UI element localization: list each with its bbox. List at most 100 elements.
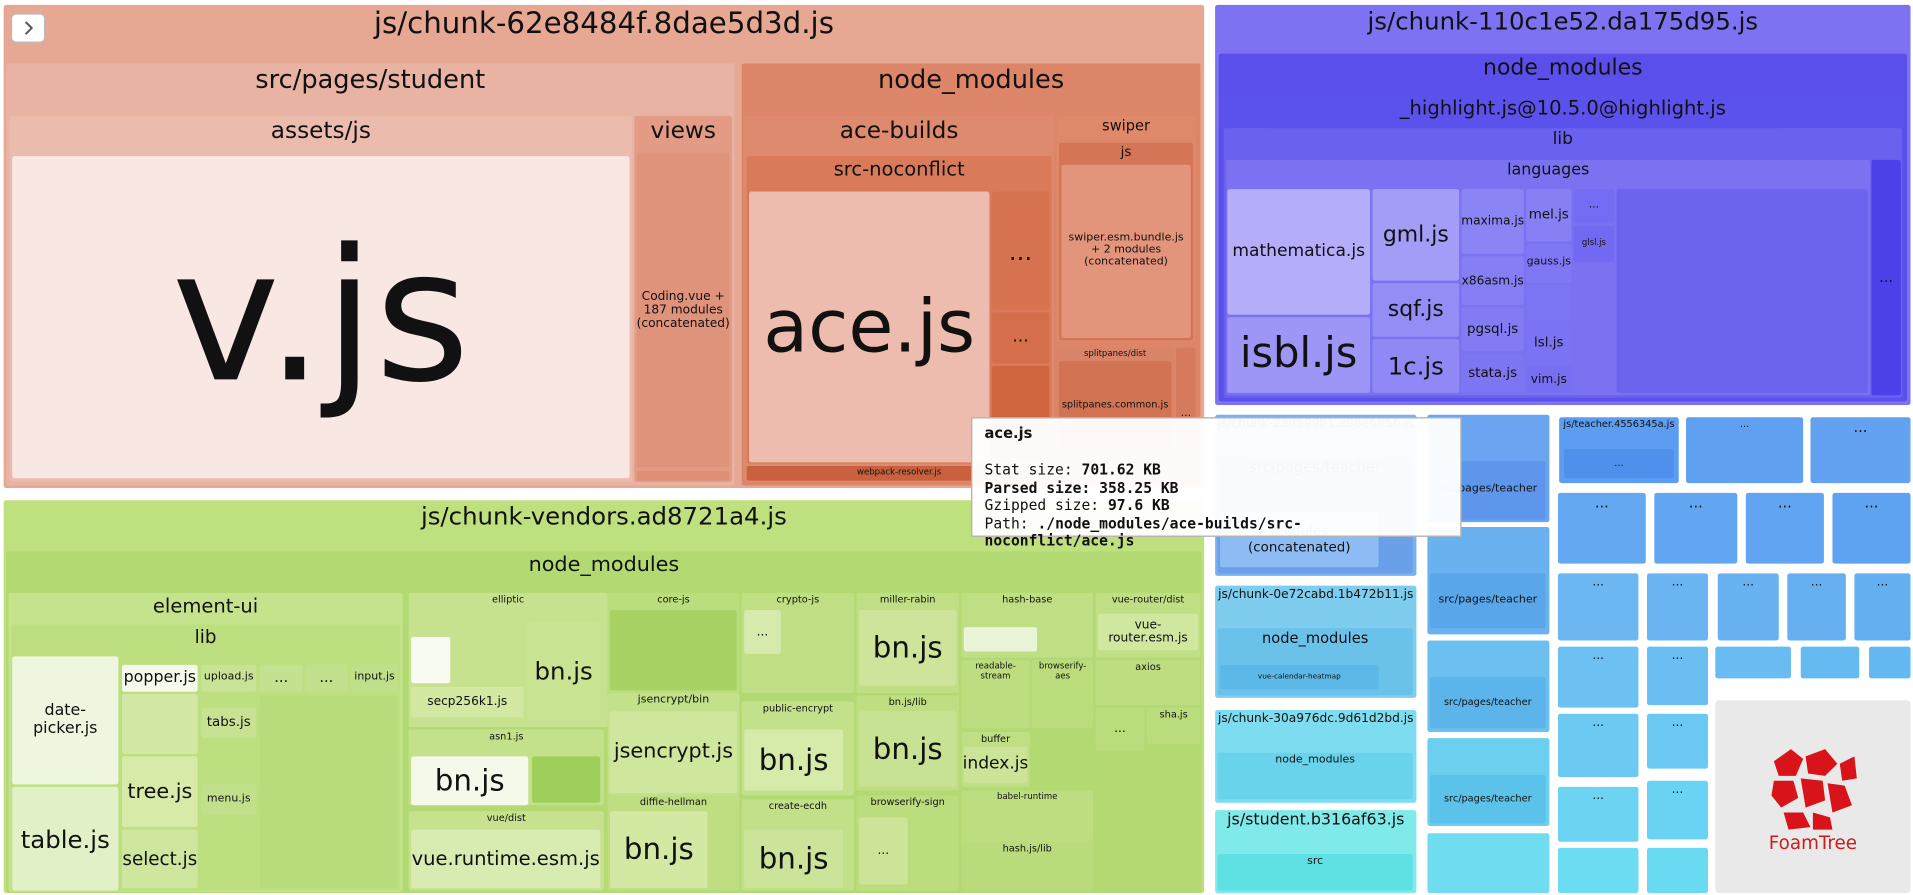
- treemap-cell[interactable]: jsencrypt.js: [610, 711, 737, 793]
- treemap-cell[interactable]: ...: [744, 610, 781, 654]
- treemap-cell[interactable]: [1647, 847, 1708, 894]
- cell-label: ...: [1853, 418, 1868, 436]
- treemap-cell[interactable]: [1427, 833, 1550, 894]
- treemap-cell[interactable]: vim.js: [1526, 366, 1572, 393]
- treemap-cell[interactable]: ...: [1557, 573, 1639, 641]
- cell-label: mathematica.js: [1232, 241, 1365, 261]
- treemap-cell[interactable]: [963, 627, 1037, 652]
- treemap-cell[interactable]: vue-router.esm.js: [1098, 613, 1199, 651]
- treemap-cell[interactable]: bn.js: [610, 811, 708, 889]
- treemap-cell[interactable]: [1800, 646, 1860, 679]
- treemap-cell[interactable]: [636, 470, 730, 481]
- treemap-cell[interactable]: ...: [1654, 492, 1738, 564]
- treemap-cell[interactable]: ...: [1832, 492, 1911, 564]
- treemap-cell[interactable]: [1095, 753, 1201, 889]
- treemap-cell[interactable]: src/pages/teacher: [1429, 677, 1546, 729]
- treemap-cell[interactable]: ...: [1745, 492, 1824, 564]
- treemap-cell[interactable]: vue.runtime.esm.js: [411, 829, 601, 889]
- treemap-cell[interactable]: lsl.js: [1526, 323, 1572, 364]
- treemap-cell[interactable]: [122, 694, 198, 754]
- treemap-cell[interactable]: ...: [1647, 646, 1708, 706]
- treemap-cell[interactable]: ...: [259, 664, 303, 692]
- treemap-cell[interactable]: ...: [1647, 573, 1708, 641]
- treemap-cell[interactable]: gauss.js: [1526, 244, 1572, 284]
- treemap-cell[interactable]: [1557, 847, 1639, 894]
- treemap-cell[interactable]: ...: [1647, 713, 1708, 769]
- treemap-cell[interactable]: mel.js: [1526, 189, 1572, 242]
- treemap-cell[interactable]: index.js: [963, 746, 1028, 784]
- treemap-cell[interactable]: ...: [1573, 189, 1615, 224]
- cell-label: ...: [1180, 407, 1192, 420]
- treemap-cell[interactable]: mathematica.js: [1227, 189, 1371, 315]
- treemap-cell[interactable]: ...: [1647, 780, 1708, 840]
- treemap-cell[interactable]: ...: [991, 312, 1050, 364]
- treemap-cell[interactable]: stata.js: [1461, 353, 1524, 393]
- treemap-cell[interactable]: tabs.js: [201, 707, 257, 739]
- treemap-cell[interactable]: swiper.esm.bundle.js + 2 modules (concat…: [1061, 164, 1191, 338]
- treemap-cell[interactable]: ace.js: [749, 191, 990, 463]
- treemap-cell[interactable]: [1616, 189, 1868, 393]
- treemap-cell[interactable]: readable-stream: [961, 660, 1030, 729]
- treemap-cell[interactable]: ...: [1557, 492, 1646, 564]
- treemap-cell[interactable]: ...: [1717, 573, 1779, 641]
- treemap-cell[interactable]: ...: [1854, 573, 1911, 641]
- treemap-cell[interactable]: ...: [1871, 159, 1901, 396]
- treemap-cell[interactable]: ...: [1557, 646, 1639, 708]
- treemap-cell[interactable]: ...: [991, 191, 1050, 310]
- treemap-cell[interactable]: sha.js: [1146, 707, 1201, 745]
- treemap-cell[interactable]: bn.js: [744, 729, 844, 791]
- treemap-cell[interactable]: ...: [1810, 417, 1911, 484]
- treemap-cell[interactable]: src/pages/teacher: [1429, 573, 1546, 629]
- treemap-cell[interactable]: maxima.js: [1461, 189, 1524, 254]
- cell-label: Coding.vue + 187 modules (concatenated): [636, 289, 730, 331]
- treemap-cell[interactable]: [411, 636, 451, 684]
- treemap-cell[interactable]: Coding.vue + 187 modules (concatenated): [636, 152, 730, 468]
- treemap-cell[interactable]: bn.js: [527, 622, 601, 720]
- treemap-cell[interactable]: [531, 756, 601, 803]
- treemap-cell[interactable]: sqf.js: [1372, 283, 1460, 337]
- treemap-cell[interactable]: axios: [1095, 660, 1201, 706]
- treemap-cell[interactable]: gml.js: [1372, 189, 1460, 281]
- cell-label: jsencrypt.js: [613, 739, 734, 764]
- treemap-cell[interactable]: ...: [1095, 707, 1145, 751]
- treemap-cell[interactable]: isbl.js: [1227, 317, 1371, 393]
- sidebar-toggle[interactable]: [10, 13, 46, 43]
- treemap-cell[interactable]: upload.js: [201, 664, 257, 692]
- treemap-cell[interactable]: table.js: [12, 786, 119, 891]
- treemap-cell[interactable]: bn.js: [744, 829, 844, 889]
- treemap-cell[interactable]: node_modules: [1217, 752, 1413, 800]
- treemap-cell[interactable]: [1526, 285, 1572, 321]
- treemap-cell[interactable]: ...: [1686, 417, 1804, 484]
- treemap-cell[interactable]: menu.js: [201, 784, 257, 815]
- treemap-cell[interactable]: popper.js: [122, 664, 198, 692]
- treemap-cell[interactable]: hash.js/lib: [961, 841, 1094, 891]
- treemap-cell[interactable]: glsl.js: [1573, 225, 1615, 263]
- treemap-cell[interactable]: ...: [305, 664, 348, 692]
- treemap-cell[interactable]: select.js: [122, 829, 198, 889]
- treemap-cell[interactable]: babel-runtime: [961, 790, 1094, 842]
- treemap-cell[interactable]: [610, 610, 737, 691]
- treemap-cell[interactable]: 1c.js: [1372, 339, 1460, 393]
- treemap-cell[interactable]: date-picker.js: [12, 656, 119, 785]
- treemap-cell[interactable]: bn.js: [411, 756, 529, 806]
- treemap-cell[interactable]: ...: [1787, 573, 1846, 641]
- treemap-cell[interactable]: [259, 695, 398, 889]
- treemap-cell[interactable]: bn.js: [858, 610, 957, 686]
- treemap-cell[interactable]: ...: [1564, 448, 1674, 479]
- treemap-cell[interactable]: bn.js: [858, 711, 957, 787]
- treemap-cell[interactable]: src: [1217, 854, 1413, 891]
- treemap-cell[interactable]: tree.js: [122, 756, 198, 828]
- treemap-cell[interactable]: browserify-aes: [1032, 660, 1094, 729]
- treemap-cell[interactable]: [1869, 646, 1911, 679]
- treemap-cell[interactable]: v.js: [12, 156, 630, 479]
- treemap-cell[interactable]: src/pages/teacher: [1429, 774, 1546, 824]
- treemap-cell[interactable]: pgsql.js: [1461, 307, 1524, 352]
- treemap-cell[interactable]: input.js: [351, 664, 398, 692]
- treemap-cell[interactable]: ...: [1557, 713, 1639, 778]
- treemap-cell[interactable]: [1715, 646, 1791, 679]
- treemap-cell[interactable]: ...: [858, 817, 908, 885]
- treemap-cell[interactable]: secp256k1.js: [411, 686, 524, 718]
- treemap-cell[interactable]: ...: [1557, 786, 1639, 842]
- treemap-cell[interactable]: vue-calendar-heatmap: [1220, 664, 1379, 690]
- treemap-cell[interactable]: x86asm.js: [1461, 256, 1524, 305]
